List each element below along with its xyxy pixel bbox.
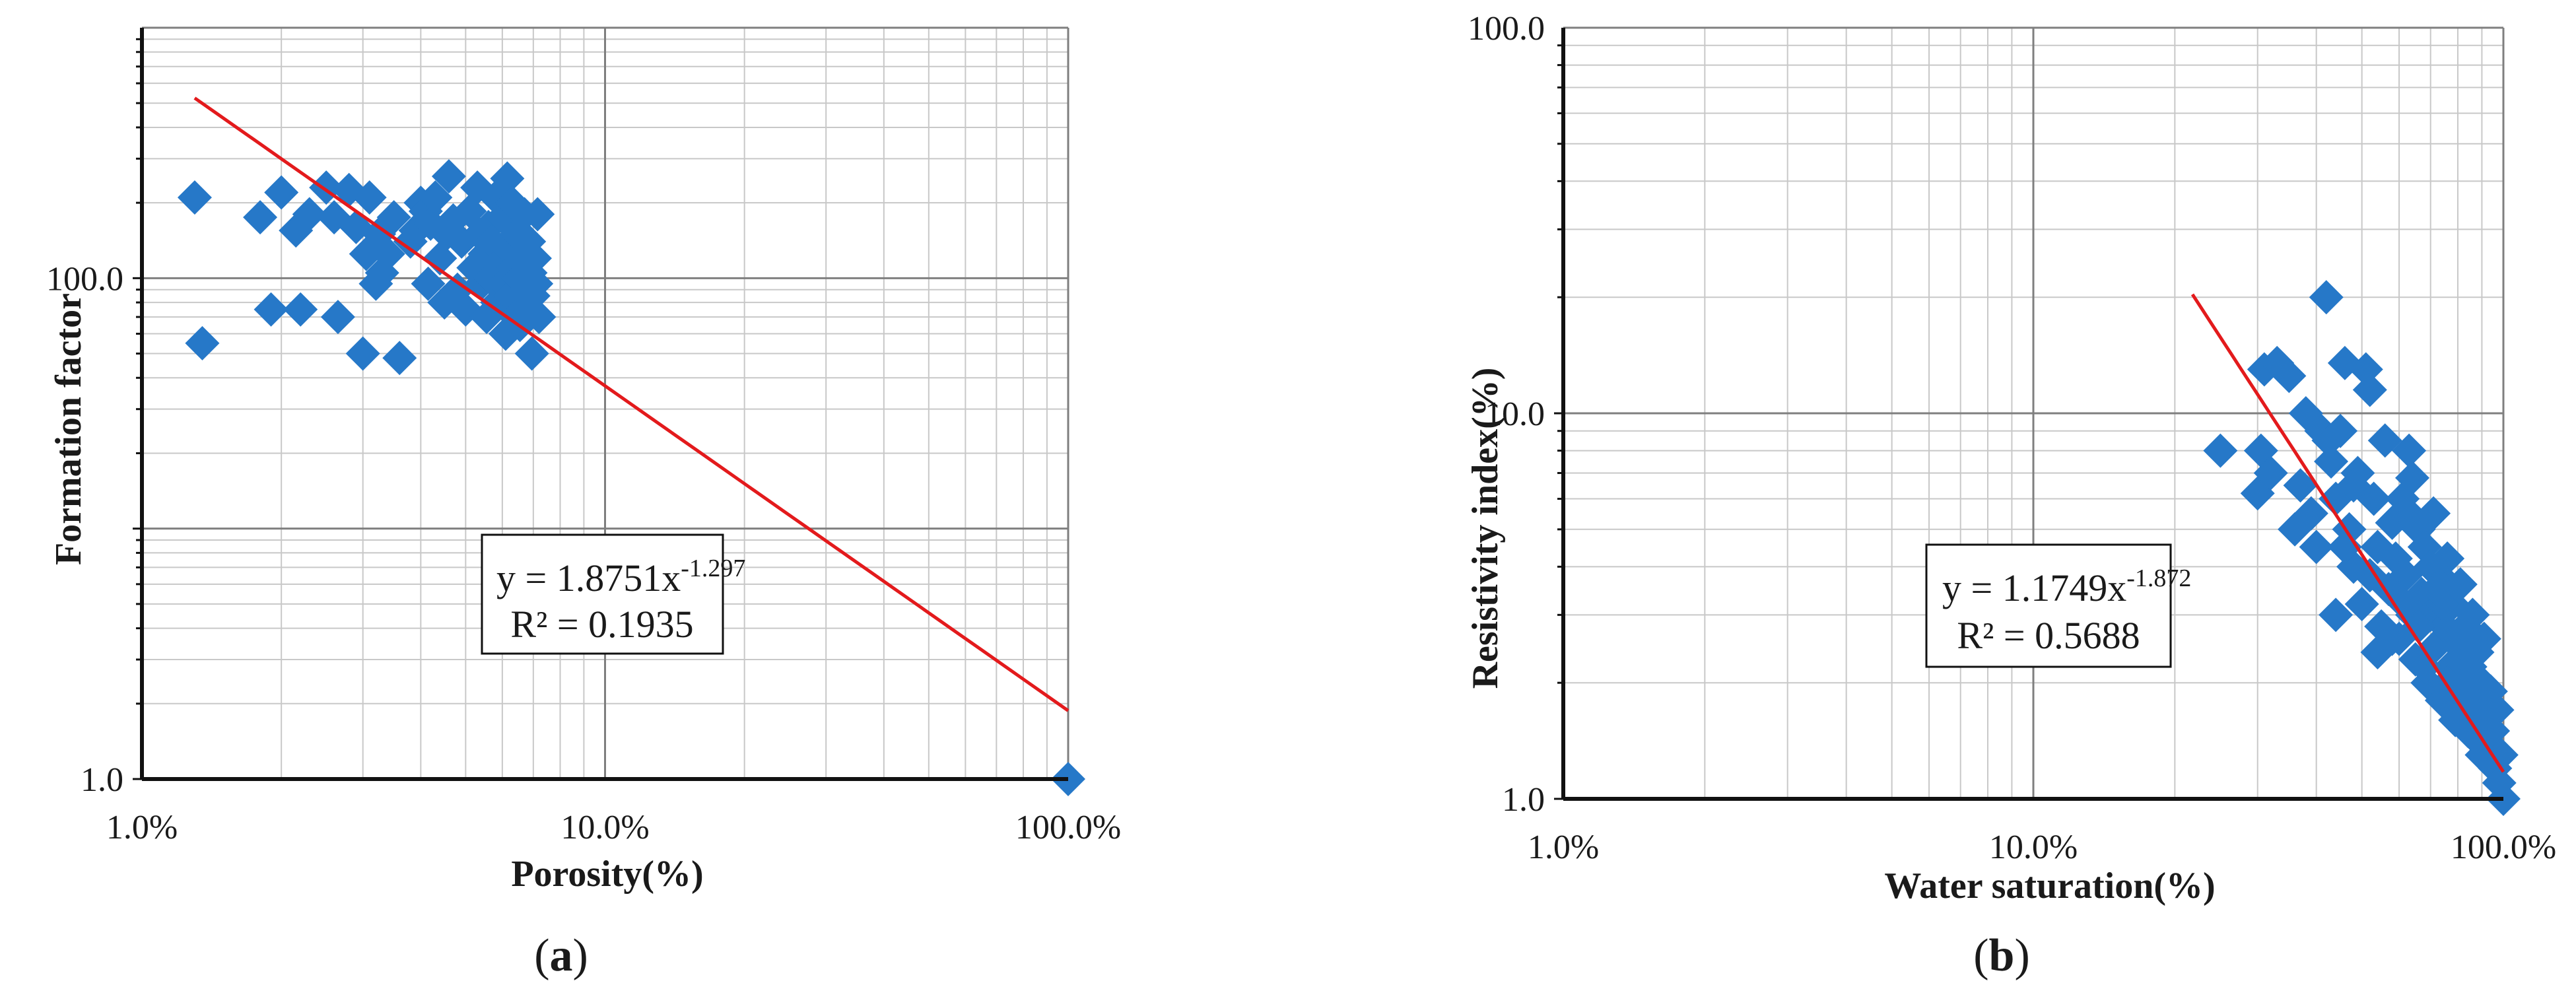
- chart-a-ylabel: Formation factor: [48, 293, 89, 565]
- chart-b-data-point: [2336, 468, 2371, 503]
- chart-a-y-tick-label: 100.0: [46, 260, 123, 298]
- chart-b-r2: R² = 0.5688: [1957, 614, 2140, 657]
- chart-b-data-point: [2395, 460, 2430, 495]
- chart-b-data-point: [2382, 582, 2417, 617]
- chart-a-y-tick-label: 1.0: [81, 761, 123, 799]
- chart-b-x-tick-label: 1.0%: [1528, 829, 1599, 866]
- chart-b-data-point: [2327, 529, 2362, 564]
- chart-a-xlabel: Porosity(%): [511, 854, 703, 895]
- chart-b-y-tick-label: 10.0: [1485, 395, 1545, 433]
- chart-b-data-point: [2278, 512, 2313, 547]
- chart-b-xlabel: Water saturation(%): [1884, 866, 2215, 906]
- chart-b-data-point: [2443, 567, 2478, 602]
- chart-a-data-point: [254, 292, 288, 327]
- chart-b-data-point: [2319, 597, 2354, 632]
- chart-b-ylabel: Resistivity index(%): [1465, 368, 1506, 689]
- chart-b-data-point: [2441, 674, 2475, 709]
- chart-a-x-tick-label: 100.0%: [1015, 809, 1121, 846]
- chart-b-data-point: [2253, 456, 2288, 491]
- chart-a-data-point: [519, 266, 554, 301]
- chart-b-data-point: [2299, 529, 2334, 564]
- chart-a-x-tick-label: 1.0%: [106, 809, 178, 846]
- chart-a-data-point: [243, 200, 278, 235]
- chart-b-equation: y = 1.1749x-1.872: [1942, 564, 2191, 609]
- chart-b-data-point: [2460, 702, 2495, 737]
- chart-a-r2: R² = 0.1935: [510, 603, 693, 646]
- chart-a-data-point: [320, 300, 355, 335]
- chart-a-data-point: [411, 266, 446, 301]
- chart-a-points: [177, 159, 1085, 796]
- chart-b-data-point: [2401, 609, 2436, 644]
- chart-b-y-tick-label: 100.0: [1468, 10, 1545, 48]
- chart-b-data-point: [2283, 468, 2318, 503]
- chart-b-equation-box: y = 1.1749x-1.872 R² = 0.5688: [1925, 543, 2191, 668]
- chart-a-equation: y = 1.8751x-1.297: [496, 555, 745, 599]
- chart-b-data-point: [2323, 413, 2358, 448]
- chart-a-x-ticks: 1.0% 10.0% 100.0%: [106, 809, 1121, 846]
- chart-b-panel-label: (b): [1973, 930, 2030, 981]
- chart-b-x-tick-label: 100.0%: [2451, 829, 2556, 866]
- chart-a-equation-box: y = 1.8751x-1.297 R² = 0.1935: [481, 533, 745, 655]
- chart-b-data-point: [2344, 586, 2379, 621]
- chart-b-data-point: [2352, 372, 2387, 407]
- chart-b-fit-line: [2190, 293, 2505, 773]
- chart-b-data-point: [2419, 572, 2454, 607]
- chart-b-data-point: [2484, 737, 2519, 772]
- chart-a-data-point: [514, 336, 549, 371]
- chart-a-data-point: [490, 161, 525, 196]
- chart-a-data-point: [345, 336, 380, 371]
- chart-a-data-point: [431, 159, 466, 194]
- chart-a-data-point: [177, 180, 212, 215]
- chart-a-data-point: [317, 200, 352, 235]
- chart-b-data-point: [2360, 634, 2395, 669]
- chart-a-data-point: [185, 325, 220, 360]
- chart-b: 1.0% 10.0% 100.0% 1.0 10.0 100.0 Water satur…: [1465, 10, 2556, 981]
- chart-b-data-point: [2455, 597, 2490, 632]
- chart-b-equation-frame: [1925, 543, 2172, 668]
- chart-b-data-point: [2309, 280, 2344, 315]
- chart-a-axes: [133, 28, 1068, 781]
- chart-b-points: [2203, 280, 2521, 816]
- chart-a-data-point: [292, 197, 327, 232]
- chart-a: 1.0% 10.0% 100.0% 1.0 100.0 Porosity(%) For…: [46, 26, 1121, 981]
- chart-a-data-point: [376, 200, 411, 235]
- chart-a-data-point: [264, 175, 299, 210]
- chart-b-data-point: [2272, 358, 2307, 393]
- chart-b-data-point: [2203, 433, 2238, 468]
- chart-b-y-tick-label: 1.0: [1502, 781, 1545, 819]
- chart-a-data-point: [382, 341, 417, 376]
- chart-a-data-point: [283, 292, 318, 327]
- chart-a-data-point: [423, 241, 458, 276]
- chart-b-data-point: [2389, 493, 2423, 528]
- chart-a-x-tick-label: 10.0%: [560, 809, 649, 846]
- chart-a-data-point: [520, 197, 555, 232]
- chart-b-data-point: [2314, 444, 2349, 479]
- chart-a-data-point: [518, 241, 553, 276]
- chart-b-data-point: [2469, 674, 2504, 709]
- chart-b-x-tick-label: 10.0%: [1989, 829, 2078, 866]
- chart-b-data-point: [2407, 650, 2442, 685]
- chart-a-panel-label: (a): [534, 930, 588, 981]
- chart-b-data-point: [2352, 558, 2387, 593]
- chart-a-fit-line: [193, 96, 1069, 712]
- chart-a-y-ticks: 1.0 100.0: [46, 260, 123, 799]
- chart-b-data-point: [2451, 634, 2486, 669]
- chart-b-y-ticks: 1.0 10.0 100.0: [1468, 10, 1545, 819]
- chart-b-data-point: [2392, 433, 2427, 468]
- chart-a-data-point: [522, 300, 557, 335]
- chart-a-data-point: [418, 180, 453, 215]
- chart-b-data-point: [2464, 737, 2499, 772]
- chart-b-axes: [1554, 28, 2503, 801]
- chart-a-equation-frame: [481, 533, 724, 655]
- chart-a-data-point: [352, 180, 387, 215]
- chart-b-x-ticks: 1.0% 10.0% 100.0%: [1528, 829, 2556, 866]
- chart-b-data-point: [2416, 496, 2451, 531]
- chart-a-data-point: [370, 236, 405, 271]
